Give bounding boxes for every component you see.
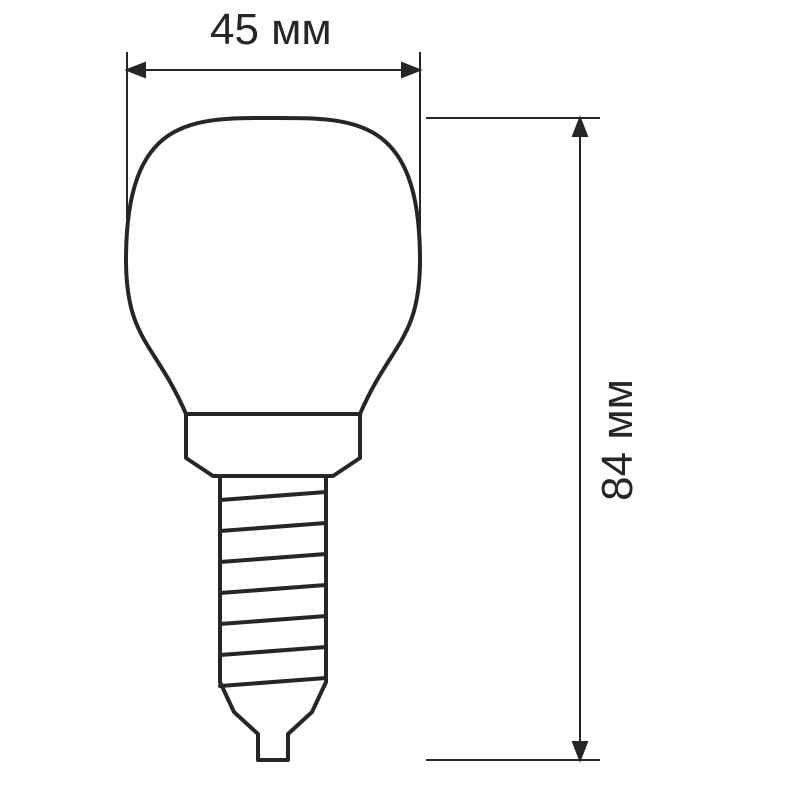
dimension-width [127,52,420,260]
dimension-height [426,118,600,760]
dimension-width-label: 45 мм [210,5,332,54]
bulb-outline [126,118,420,760]
dimension-height-label: 84 мм [593,379,642,501]
dimension-drawing: 45 мм 84 мм [0,0,800,800]
